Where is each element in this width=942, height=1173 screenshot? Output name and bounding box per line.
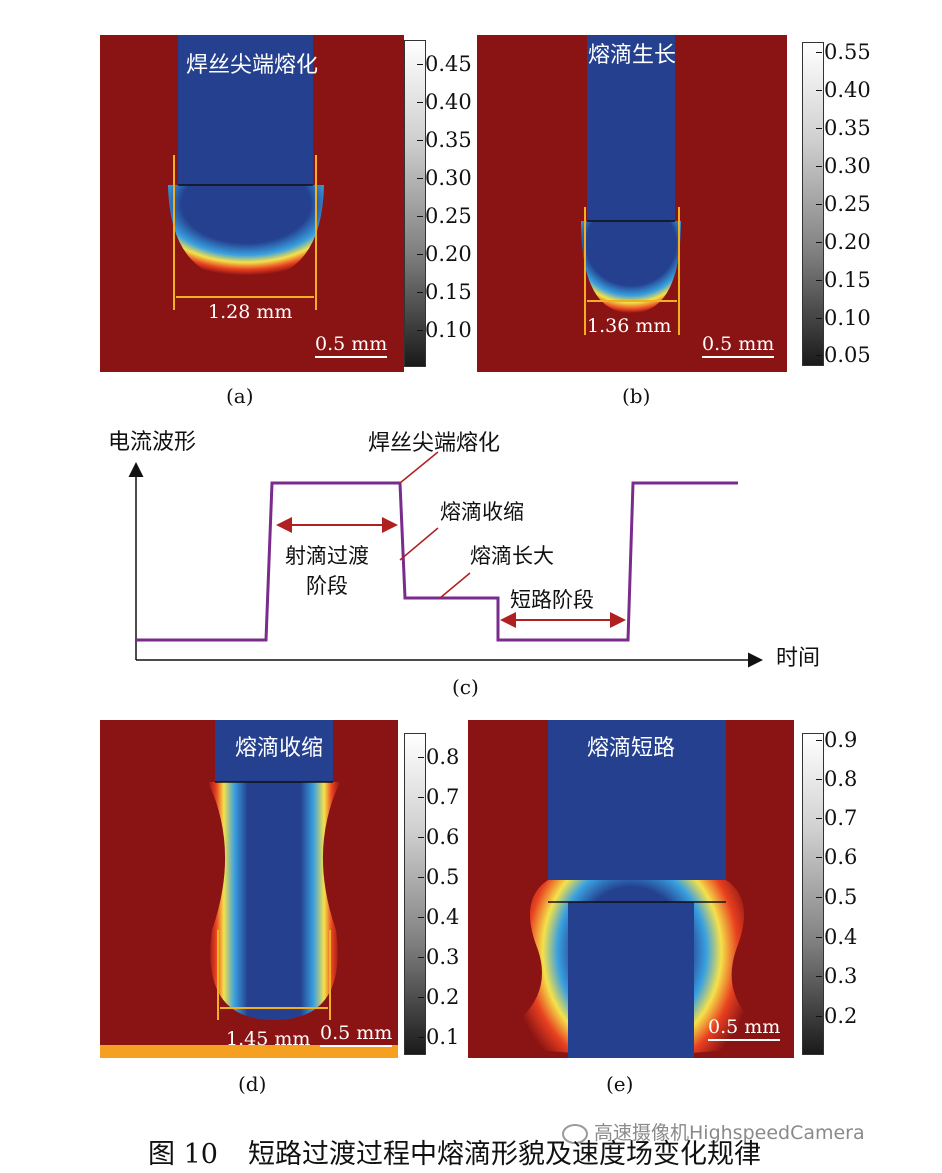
panel-b-label: (b)	[622, 384, 651, 408]
panel-b-image: 熔滴生长 1.36 mm 0.5 mm	[477, 35, 787, 372]
panel-e-label: (e)	[606, 1072, 634, 1096]
colorbar-b-tick: 0.10	[816, 306, 871, 330]
colorbar-a-tick: 0.45	[417, 52, 472, 76]
colorbar-b-tick: 0.30	[816, 154, 871, 178]
panel-b-field	[581, 35, 681, 335]
colorbar-e-tick: 0.9	[815, 728, 858, 752]
colorbar-a-tick: 0.40	[417, 90, 472, 114]
colorbar-b-tick: 0.05	[816, 343, 871, 367]
colorbar-b-tick: 0.25	[816, 192, 871, 216]
colorbar-e-tick: 0.8	[815, 767, 858, 791]
wechat-icon	[562, 1123, 588, 1144]
watermark-text: 高速摄像机HighspeedCamera	[594, 1122, 865, 1144]
panel-a-title: 焊丝尖端熔化	[185, 53, 318, 78]
colorbar-e-tick: 0.5	[815, 885, 858, 909]
colorbar-b-tick: 0.35	[816, 116, 871, 140]
colorbar-b-tick: 0.55	[816, 40, 871, 64]
panel-a-label: (a)	[226, 384, 254, 408]
colorbar-a-tick: 0.35	[417, 128, 472, 152]
colorbar-d-tick: 0.8	[417, 745, 460, 769]
watermark: 高速摄像机HighspeedCamera	[562, 1118, 865, 1145]
caption-number: 图 10	[148, 1139, 218, 1170]
colorbar-d-tick: 0.5	[417, 865, 460, 889]
colorbar-a-tick: 0.20	[417, 242, 472, 266]
colorbar-a-tick: 0.10	[417, 318, 472, 342]
colorbar-b-tick: 0.20	[816, 230, 871, 254]
panel-d-image: 熔滴收缩 1.45 mm 0.5 mm	[100, 720, 398, 1058]
panel-e-title: 熔滴短路	[586, 736, 675, 761]
colorbar-d-tick: 0.3	[417, 945, 460, 969]
panel-a-colorbar	[404, 40, 426, 367]
annotation-grow: 熔滴长大	[470, 544, 554, 568]
annotation-tip-melt: 焊丝尖端熔化	[368, 431, 501, 456]
colorbar-a-tick: 0.15	[417, 280, 472, 304]
colorbar-d-tick: 0.2	[417, 985, 460, 1009]
annotation-shrink: 熔滴收缩	[440, 500, 524, 524]
panel-d-label: (d)	[238, 1072, 267, 1096]
colorbar-e-tick: 0.3	[815, 964, 858, 988]
panel-e-scale-label: 0.5 mm	[708, 1016, 781, 1038]
annotation-spray-2: 阶段	[306, 574, 348, 598]
colorbar-e-tick: 0.2	[815, 1004, 858, 1028]
panel-d-title: 熔滴收缩	[234, 736, 323, 761]
colorbar-e-tick: 0.4	[815, 925, 858, 949]
colorbar-b-tick: 0.40	[816, 78, 871, 102]
panel-d-field	[100, 720, 398, 1058]
panel-b-measure: 1.36 mm	[587, 315, 672, 337]
panel-e-colorbar	[802, 733, 824, 1055]
panel-e-field	[478, 720, 788, 1058]
panel-d-colorbar	[404, 733, 426, 1055]
panel-e-scalebar: 0.5 mm	[708, 1016, 781, 1041]
colorbar-b-tick: 0.15	[816, 268, 871, 292]
panel-a-scalebar: 0.5 mm	[315, 333, 388, 358]
colorbar-e-tick: 0.6	[815, 845, 858, 869]
caption-text: 短路过渡过程中熔滴形貌及速度场变化规律	[247, 1139, 761, 1170]
annotation-spray-1: 射滴过渡	[285, 544, 369, 568]
colorbar-d-tick: 0.6	[417, 825, 460, 849]
colorbar-e-tick: 0.7	[815, 806, 858, 830]
waveform-xlabel: 时间	[776, 646, 821, 671]
colorbar-a-tick: 0.30	[417, 166, 472, 190]
panel-a-image: 焊丝尖端熔化 1.28 mm 0.5 mm	[100, 35, 404, 372]
panel-b-title: 熔滴生长	[587, 43, 676, 68]
panel-d-measure: 1.45 mm	[226, 1028, 311, 1050]
waveform-ylabel: 电流波形	[108, 430, 197, 455]
panel-c-label: (c)	[452, 675, 479, 699]
panel-b-colorbar	[802, 42, 824, 366]
figure-caption: 图 10 短路过渡过程中熔滴形貌及速度场变化规律	[148, 1132, 761, 1171]
panel-a-measure: 1.28 mm	[208, 301, 293, 323]
current-waveform	[136, 481, 738, 642]
annotation-short: 短路阶段	[510, 588, 594, 612]
panel-a-field	[168, 35, 324, 310]
panel-b-scale-label: 0.5 mm	[702, 333, 775, 355]
colorbar-a-tick: 0.25	[417, 204, 472, 228]
panel-b-scalebar: 0.5 mm	[702, 333, 775, 358]
waveform-diagram	[128, 451, 763, 668]
panel-d-scale-label: 0.5 mm	[320, 1022, 393, 1044]
colorbar-d-tick: 0.4	[417, 905, 460, 929]
panel-e-image: 熔滴短路 0.5 mm	[468, 720, 794, 1058]
colorbar-d-tick: 0.1	[417, 1025, 460, 1049]
colorbar-d-tick: 0.7	[417, 785, 460, 809]
panel-d-scalebar: 0.5 mm	[320, 1022, 393, 1047]
panel-a-scale-label: 0.5 mm	[315, 333, 388, 355]
